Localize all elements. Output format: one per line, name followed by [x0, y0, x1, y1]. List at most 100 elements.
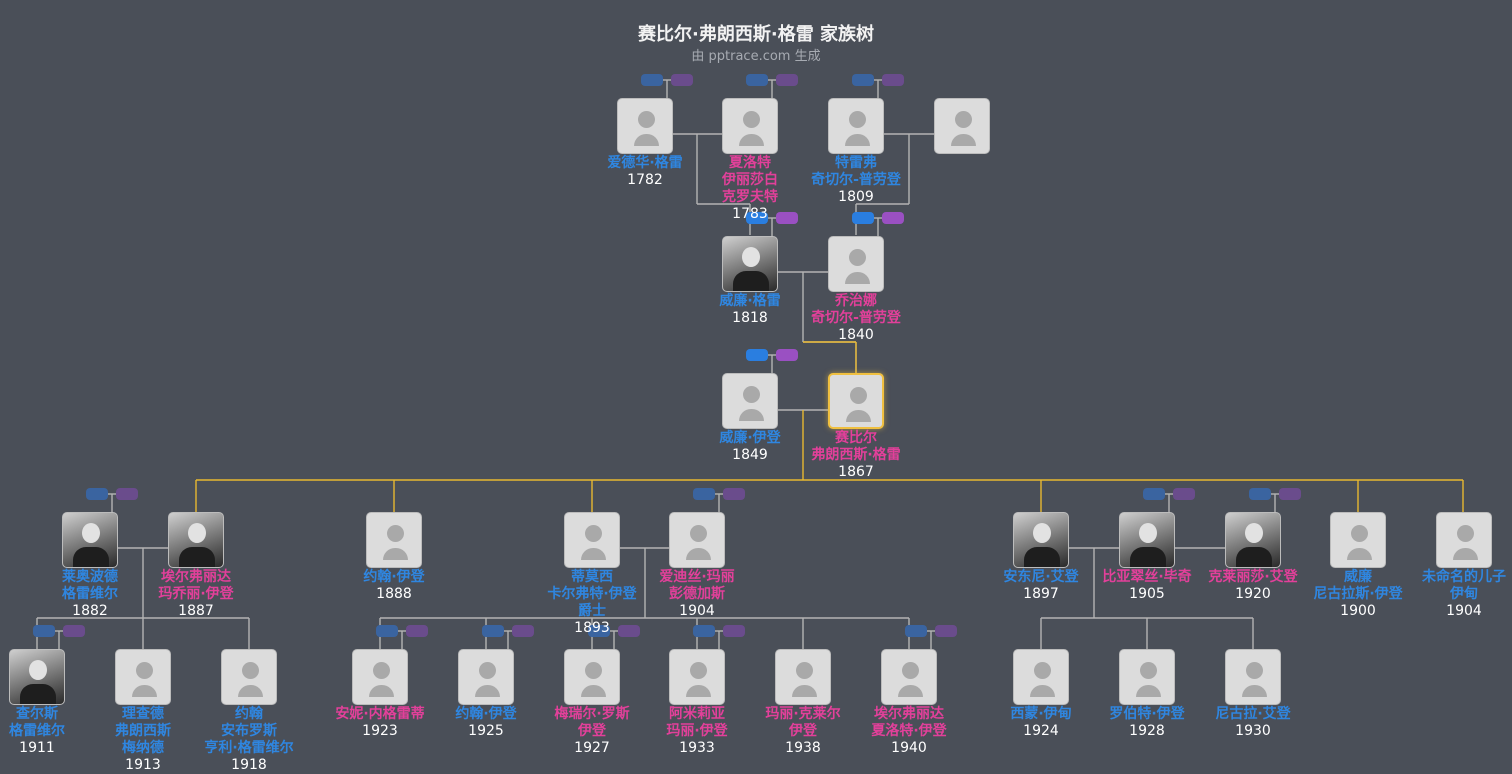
person-label[interactable]: 乔治娜 奇切尔-普劳登 1840	[776, 293, 936, 344]
person-label[interactable]: 爱迪丝·玛丽 彭德加斯 1904	[617, 569, 777, 620]
person-label[interactable]: 比亚翠丝·毕奇 1905	[1067, 569, 1227, 603]
person-photo[interactable]	[722, 236, 778, 292]
add-mother-button[interactable]	[618, 625, 640, 637]
person-label[interactable]: 约翰 安布罗斯 亨利·格雷维尔 1918	[169, 706, 329, 774]
add-father-button[interactable]	[1143, 488, 1165, 500]
person-avatar[interactable]	[722, 373, 778, 429]
person-name: 莱奥波德	[62, 569, 118, 585]
person-photo[interactable]	[1119, 512, 1175, 568]
add-father-button[interactable]	[588, 625, 610, 637]
person-label[interactable]: 查尔斯 格雷维尔 1911	[0, 706, 117, 757]
person-name: 约翰·伊登	[455, 706, 517, 722]
person-label[interactable]: 克莱丽莎·艾登 1920	[1173, 569, 1333, 603]
person-photo[interactable]	[1013, 512, 1069, 568]
add-mother-button[interactable]	[882, 74, 904, 86]
avatar-body-icon	[733, 271, 769, 291]
person-label[interactable]: 梅瑞尔·罗斯 伊登 1927	[512, 706, 672, 757]
person-label[interactable]: 玛丽·克莱尔 伊登 1938	[723, 706, 883, 757]
person-avatar[interactable]	[1013, 649, 1069, 705]
person-avatar[interactable]	[934, 98, 990, 154]
person-label[interactable]: 威廉 尼古拉斯·伊登 1900	[1278, 569, 1438, 620]
person-label[interactable]: 蒂莫西 卡尔弗特·伊登 爵士 1893	[512, 569, 672, 637]
add-father-button[interactable]	[641, 74, 663, 86]
person-label[interactable]: 夏洛特 伊丽莎白 克罗夫特 1783	[670, 155, 830, 223]
person-label[interactable]: 爱德华·格雷 1782	[565, 155, 725, 189]
person-photo[interactable]	[9, 649, 65, 705]
person-label[interactable]: 约翰·伊登 1925	[406, 706, 566, 740]
person-avatar[interactable]	[352, 649, 408, 705]
add-father-button[interactable]	[905, 625, 927, 637]
add-father-button[interactable]	[376, 625, 398, 637]
person-label[interactable]: 埃尔弗丽达 玛乔丽·伊登 1887	[116, 569, 276, 620]
add-father-button[interactable]	[86, 488, 108, 500]
add-father-button[interactable]	[482, 625, 504, 637]
person-avatar[interactable]	[669, 649, 725, 705]
person-label[interactable]: 安东尼·艾登 1897	[961, 569, 1121, 603]
add-mother-button[interactable]	[512, 625, 534, 637]
person-avatar[interactable]	[1119, 649, 1175, 705]
add-father-button[interactable]	[852, 212, 874, 224]
person-label[interactable]: 理查德 弗朗西斯 梅纳德 1913	[63, 706, 223, 774]
person-label[interactable]: 尼古拉·艾登 1930	[1173, 706, 1333, 740]
person-avatar[interactable]	[881, 649, 937, 705]
person-label[interactable]: 罗伯特·伊登 1928	[1067, 706, 1227, 740]
add-mother-button[interactable]	[776, 74, 798, 86]
person-avatar[interactable]	[669, 512, 725, 568]
person-label[interactable]: 特雷弗 奇切尔-普劳登 1809	[776, 155, 936, 206]
add-father-button[interactable]	[693, 488, 715, 500]
person-avatar[interactable]	[828, 236, 884, 292]
avatar-head-icon	[1246, 662, 1263, 679]
add-mother-button[interactable]	[1173, 488, 1195, 500]
add-mother-button[interactable]	[776, 212, 798, 224]
person-label[interactable]: 阿米莉亚 玛丽·伊登 1933	[617, 706, 777, 757]
add-mother-button[interactable]	[116, 488, 138, 500]
person-photo[interactable]	[1225, 512, 1281, 568]
add-mother-button[interactable]	[935, 625, 957, 637]
person-avatar[interactable]	[1436, 512, 1492, 568]
add-father-button[interactable]	[852, 74, 874, 86]
add-mother-button[interactable]	[882, 212, 904, 224]
person-avatar[interactable]	[828, 98, 884, 154]
person-photo[interactable]	[168, 512, 224, 568]
person-avatar[interactable]	[458, 649, 514, 705]
person-avatar[interactable]	[115, 649, 171, 705]
person-name: 爱德华·格雷	[607, 155, 683, 171]
add-mother-button[interactable]	[63, 625, 85, 637]
person-avatar[interactable]	[564, 649, 620, 705]
add-father-button[interactable]	[746, 212, 768, 224]
person-avatar[interactable]	[221, 649, 277, 705]
add-mother-button[interactable]	[723, 625, 745, 637]
add-mother-button[interactable]	[723, 488, 745, 500]
person-label[interactable]: 未命名的儿子 伊甸 1904	[1384, 569, 1512, 620]
person-avatar[interactable]	[564, 512, 620, 568]
person-name: 约翰	[235, 706, 263, 722]
person-label[interactable]: 莱奥波德 格雷维尔 1882	[10, 569, 170, 620]
person-avatar[interactable]	[366, 512, 422, 568]
person-birth-year: 1928	[1129, 723, 1165, 739]
person-avatar[interactable]	[1225, 649, 1281, 705]
person-avatar[interactable]	[828, 373, 884, 429]
person-photo[interactable]	[62, 512, 118, 568]
add-father-button[interactable]	[693, 625, 715, 637]
add-father-button[interactable]	[1249, 488, 1271, 500]
person-avatar[interactable]	[722, 98, 778, 154]
avatar-body-icon	[581, 685, 606, 697]
person-label[interactable]: 威廉·格雷 1818	[670, 293, 830, 327]
person-avatar[interactable]	[1330, 512, 1386, 568]
add-mother-button[interactable]	[1279, 488, 1301, 500]
add-mother-button[interactable]	[671, 74, 693, 86]
person-avatar[interactable]	[617, 98, 673, 154]
add-father-button[interactable]	[746, 349, 768, 361]
add-father-button[interactable]	[746, 74, 768, 86]
person-label[interactable]: 西蒙·伊甸 1924	[961, 706, 1121, 740]
person-label[interactable]: 埃尔弗丽达 夏洛特·伊登 1940	[829, 706, 989, 757]
person-label[interactable]: 约翰·伊登 1888	[314, 569, 474, 603]
person-label[interactable]: 安妮·内格雷蒂 1923	[300, 706, 460, 740]
add-father-button[interactable]	[33, 625, 55, 637]
avatar-head-icon	[638, 111, 655, 128]
person-avatar[interactable]	[775, 649, 831, 705]
person-label[interactable]: 赛比尔 弗朗西斯·格雷 1867	[776, 430, 936, 481]
add-mother-button[interactable]	[776, 349, 798, 361]
add-mother-button[interactable]	[406, 625, 428, 637]
person-label[interactable]: 威廉·伊登 1849	[670, 430, 830, 464]
